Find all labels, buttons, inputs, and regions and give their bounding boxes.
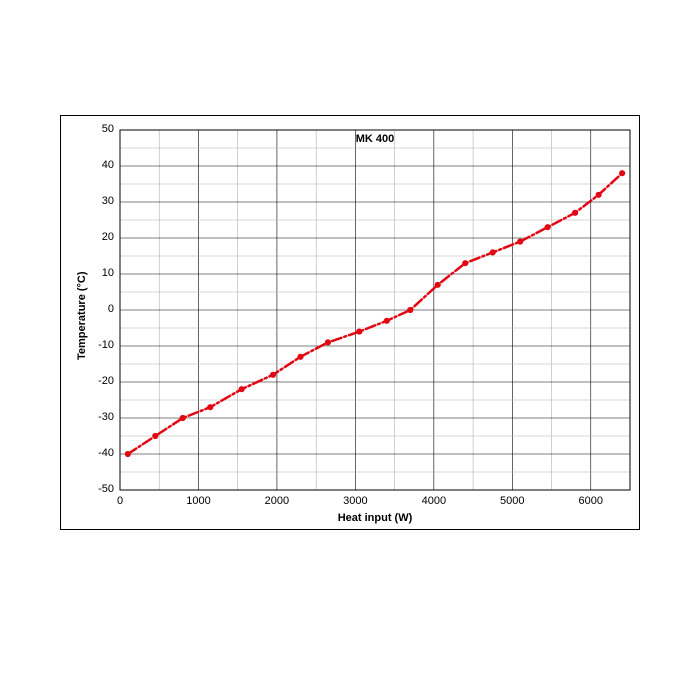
y-tick-label: -20 <box>74 375 114 387</box>
series-marker <box>490 250 495 255</box>
series-marker <box>435 282 440 287</box>
y-tick-label: -30 <box>74 411 114 423</box>
series-marker <box>408 307 413 312</box>
x-axis-label: Heat input (W) <box>338 512 413 524</box>
series-marker <box>298 354 303 359</box>
y-tick-label: 50 <box>74 123 114 135</box>
series-marker <box>518 239 523 244</box>
series-line <box>128 173 622 454</box>
series-marker <box>620 171 625 176</box>
y-tick-label: -40 <box>74 447 114 459</box>
y-tick-label: 40 <box>74 159 114 171</box>
data-series <box>125 171 625 457</box>
x-tick-label: 1000 <box>186 495 210 507</box>
y-axis-label: Temperature (°C) <box>76 271 88 360</box>
series-marker <box>153 433 158 438</box>
series-marker <box>545 225 550 230</box>
series-marker <box>357 329 362 334</box>
series-marker <box>208 405 213 410</box>
x-tick-label: 5000 <box>500 495 524 507</box>
series-marker <box>463 261 468 266</box>
series-marker <box>270 372 275 377</box>
x-tick-label: 2000 <box>265 495 289 507</box>
y-tick-label: 20 <box>74 231 114 243</box>
series-marker <box>572 210 577 215</box>
chart-title: MK 400 <box>356 133 395 145</box>
x-tick-label: 4000 <box>422 495 446 507</box>
y-tick-label: -50 <box>74 483 114 495</box>
series-marker <box>596 192 601 197</box>
grid <box>120 130 630 490</box>
x-tick-label: 3000 <box>343 495 367 507</box>
x-tick-label: 0 <box>117 495 123 507</box>
series-marker <box>384 318 389 323</box>
series-marker <box>325 340 330 345</box>
y-tick-label: 30 <box>74 195 114 207</box>
x-tick-label: 6000 <box>579 495 603 507</box>
series-marker <box>180 415 185 420</box>
series-marker <box>239 387 244 392</box>
series-marker <box>125 451 130 456</box>
